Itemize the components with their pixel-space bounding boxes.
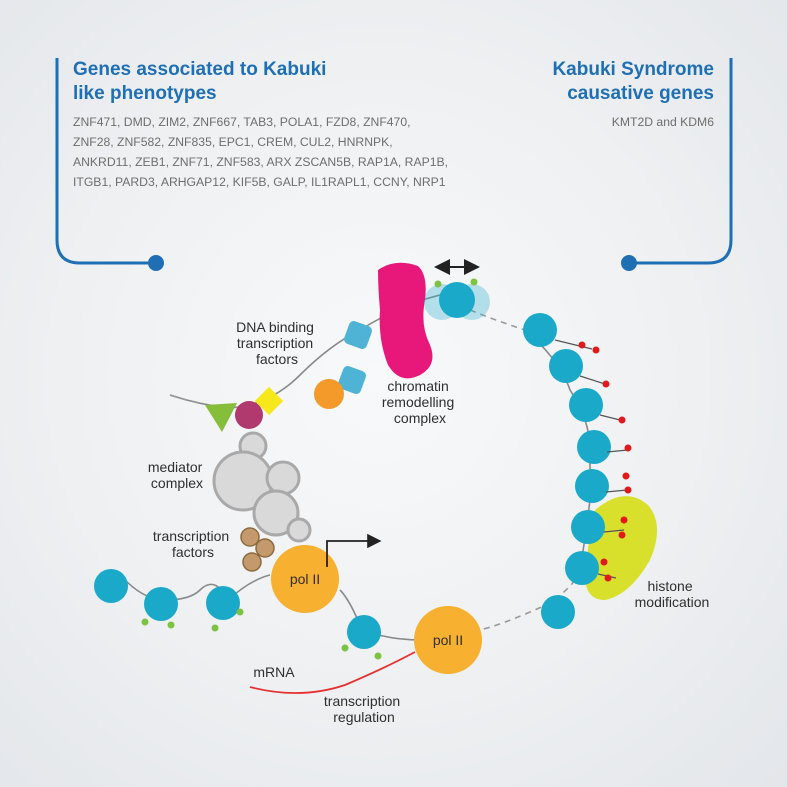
right-bracket-dot	[621, 255, 637, 271]
red-mark	[620, 516, 628, 524]
label-pol2-elongating: pol II	[433, 632, 463, 648]
histone-modification-patch	[585, 496, 658, 600]
dna-strand-lower-dashed	[479, 579, 576, 631]
nucleosome	[523, 313, 557, 347]
green-mark	[167, 621, 175, 629]
red-mark	[604, 574, 612, 582]
gene-list-line: ZNF28, ZNF582, ZNF835, EPC1, CREM, CUL2,…	[73, 135, 393, 149]
mrna-strand	[249, 651, 416, 694]
nucleosome	[569, 388, 603, 422]
left-bracket-line	[55, 58, 150, 265]
nucleosome	[571, 510, 605, 544]
nucleosome	[577, 430, 611, 464]
left-title-line-2: like phenotypes	[73, 83, 217, 104]
dna-strand-right-dashed	[469, 309, 526, 331]
tf-brown	[255, 538, 275, 558]
tf-square-blue	[344, 321, 372, 349]
nucleosome	[541, 595, 575, 629]
nucleosome	[565, 551, 599, 585]
mediator-subunit	[252, 489, 300, 537]
histone-tail	[554, 339, 629, 579]
right-panel-title: Kabuki Syndrome causative genes	[454, 58, 714, 106]
tf-green-triangle	[205, 403, 237, 432]
red-mark	[602, 380, 610, 388]
red-mark	[624, 444, 632, 452]
green-mark	[434, 280, 442, 288]
pol2-promoter	[271, 545, 339, 613]
nucleosome	[549, 349, 583, 383]
tf-orange-circle	[314, 379, 344, 409]
label-mediator-complex: mediator complex	[148, 459, 206, 491]
green-mark	[374, 652, 382, 660]
gene-list-line: ZNF471, DMD, ZIM2, ZNF667, TAB3, POLA1, …	[73, 115, 411, 129]
nucleosome-array-bottom	[94, 569, 382, 660]
label-histone-modification: histone modification	[635, 578, 710, 610]
tf-brown	[242, 552, 262, 572]
nucleosome	[94, 569, 128, 603]
chromatin-remodeller-shape	[378, 262, 433, 379]
nucleosome-array-right	[523, 313, 632, 629]
nucleosome	[206, 586, 240, 620]
red-mark	[622, 472, 630, 480]
tf-brown	[240, 527, 260, 547]
right-title-line-1: Kabuki Syndrome	[552, 59, 714, 80]
left-panel-title: Genes associated to Kabuki like phenotyp…	[73, 58, 373, 106]
label-transcription-factors: transcription factors	[153, 528, 233, 560]
tss-arrow	[326, 533, 382, 567]
right-bracket-line	[636, 58, 733, 265]
red-mark	[618, 531, 626, 539]
red-mark	[578, 341, 586, 349]
label-dna-binding: DNA binding transcription factors	[236, 319, 318, 367]
right-gene-list: KMT2D and KDM6	[611, 115, 714, 129]
tf-purple-circle	[235, 401, 263, 429]
nucleosome	[347, 615, 381, 649]
green-mark	[211, 624, 219, 632]
mediator-subunit	[265, 460, 301, 496]
gene-list-line: ANKRD11, ZEB1, ZNF71, ZNF583, ARX ZSCAN5…	[73, 155, 449, 169]
pol2-elongating	[414, 606, 482, 674]
tf-yellow-diamond	[254, 386, 284, 416]
dna-strand-left-dashed	[169, 394, 201, 404]
label-mrna: mRNA	[253, 664, 295, 680]
red-mark	[624, 486, 632, 494]
left-title-line-1: Genes associated to Kabuki	[73, 59, 327, 80]
mediator-subunit	[286, 517, 312, 543]
nucleosome	[144, 587, 178, 621]
red-mark	[618, 416, 626, 424]
left-gene-list: ZNF471, DMD, ZIM2, ZNF667, TAB3, POLA1, …	[73, 112, 473, 192]
label-chromatin-remodelling: chromatin remodelling complex	[382, 378, 458, 426]
green-mark	[341, 644, 349, 652]
label-pol2-promoter: pol II	[290, 571, 320, 587]
left-bracket-dot	[148, 255, 164, 271]
gene-list-line: ITGB1, PARD3, ARHGAP12, KIF5B, GALP, IL1…	[73, 175, 446, 189]
right-title-line-2: causative genes	[567, 83, 714, 104]
tf-square-blue	[338, 366, 366, 394]
green-mark	[236, 608, 244, 616]
red-mark	[592, 346, 600, 354]
red-mark	[600, 558, 608, 566]
nucleosome	[575, 469, 609, 503]
nucleosome	[439, 282, 475, 318]
label-transcription-regulation: transcription regulation	[324, 693, 404, 725]
green-mark	[141, 618, 149, 626]
green-mark	[470, 278, 478, 286]
